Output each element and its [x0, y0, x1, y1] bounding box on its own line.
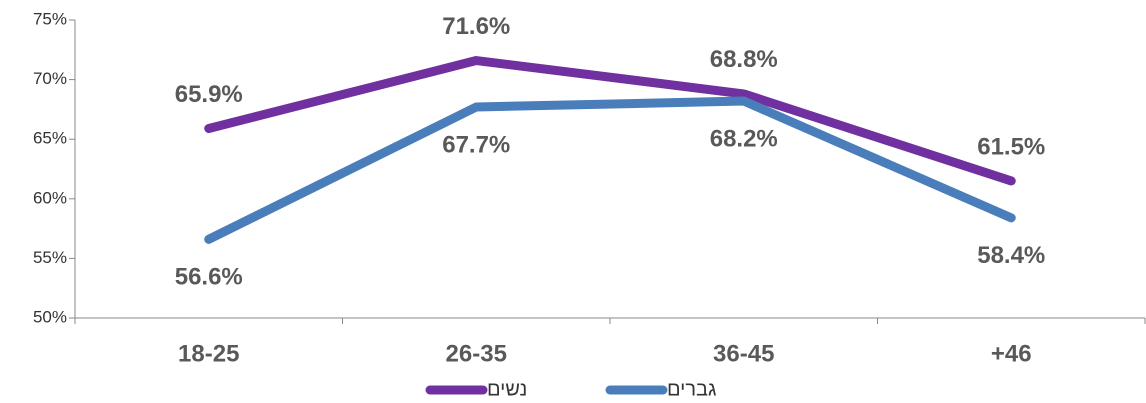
- data-label: 65.9%: [175, 81, 243, 108]
- series-line: [204, 56, 1016, 186]
- y-tick-label: 55%: [33, 248, 67, 267]
- data-label: 68.8%: [710, 46, 778, 73]
- x-tick-label: 36-45: [713, 340, 774, 367]
- x-tick-label: +46: [991, 340, 1032, 367]
- data-label: 67.7%: [442, 131, 510, 158]
- x-tick-label: 18-25: [178, 340, 239, 367]
- y-tick-label: 75%: [33, 9, 67, 28]
- legend-label: גברים: [667, 378, 716, 400]
- data-label: 56.6%: [175, 264, 243, 291]
- series-line: [204, 96, 1016, 244]
- data-label: 68.2%: [710, 125, 778, 152]
- y-tick-label: 50%: [33, 307, 67, 326]
- legend-label: נשים: [487, 378, 527, 400]
- data-label: 71.6%: [442, 13, 510, 40]
- x-tick-label: 26-35: [446, 340, 507, 367]
- y-tick-label: 65%: [33, 129, 67, 148]
- y-tick-label: 70%: [33, 69, 67, 88]
- data-label: 58.4%: [977, 242, 1045, 269]
- y-tick-label: 60%: [33, 188, 67, 207]
- data-label: 61.5%: [977, 133, 1045, 160]
